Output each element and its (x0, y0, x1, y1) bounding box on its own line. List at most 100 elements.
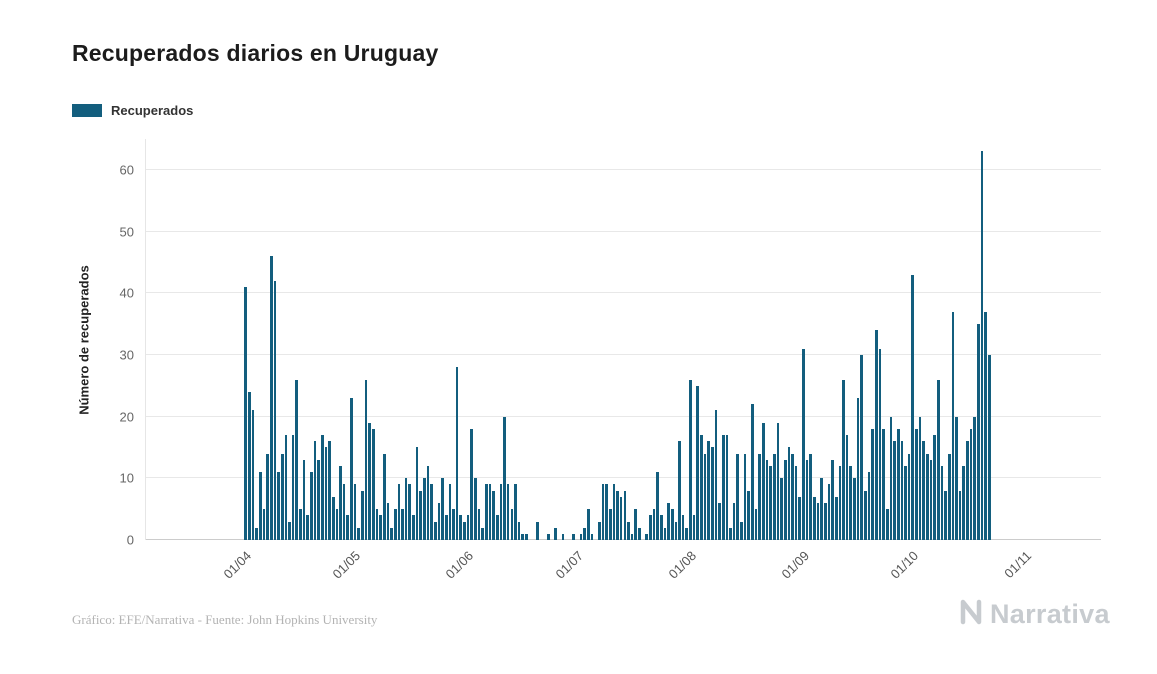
bar[interactable] (678, 441, 681, 540)
bar[interactable] (754, 509, 758, 540)
bar[interactable] (583, 527, 587, 540)
bar[interactable] (353, 484, 357, 540)
bar[interactable] (455, 367, 459, 540)
bar[interactable] (492, 490, 495, 540)
bar[interactable] (809, 453, 813, 540)
bar[interactable] (867, 472, 871, 540)
bar[interactable] (503, 416, 506, 540)
bar[interactable] (258, 472, 262, 540)
bar[interactable] (940, 465, 944, 540)
bar[interactable] (893, 441, 896, 540)
bar[interactable] (510, 509, 514, 540)
bar[interactable] (798, 496, 802, 540)
bar[interactable] (645, 533, 648, 540)
bar[interactable] (827, 484, 831, 540)
bar[interactable] (922, 441, 926, 540)
bar[interactable] (561, 533, 565, 540)
bar[interactable] (769, 465, 772, 540)
bar[interactable] (831, 459, 834, 540)
bar[interactable] (324, 447, 328, 540)
bar[interactable] (364, 379, 368, 540)
bar[interactable] (681, 515, 685, 540)
bar[interactable] (269, 256, 273, 540)
bar[interactable] (842, 379, 845, 540)
bar[interactable] (674, 521, 678, 540)
bar[interactable] (401, 509, 404, 540)
bar[interactable] (605, 484, 608, 540)
bar[interactable] (368, 422, 371, 540)
bar[interactable] (984, 311, 987, 540)
bar[interactable] (762, 422, 765, 540)
bar[interactable] (915, 428, 918, 540)
bar[interactable] (791, 453, 794, 540)
bar[interactable] (969, 428, 973, 540)
bar[interactable] (860, 354, 864, 540)
bar[interactable] (667, 503, 670, 540)
bar[interactable] (390, 527, 393, 540)
bar[interactable] (740, 521, 743, 540)
bar[interactable] (463, 521, 466, 540)
bar[interactable] (273, 280, 277, 540)
bar[interactable] (736, 453, 740, 540)
bar[interactable] (262, 509, 266, 540)
bar[interactable] (973, 416, 977, 540)
bar[interactable] (299, 509, 302, 540)
bar[interactable] (266, 453, 269, 540)
bar[interactable] (546, 533, 550, 540)
bar[interactable] (306, 515, 310, 540)
bar[interactable] (758, 453, 761, 540)
bar[interactable] (590, 533, 594, 540)
bar[interactable] (944, 490, 947, 540)
bar[interactable] (277, 472, 280, 540)
bar[interactable] (430, 484, 433, 540)
bar[interactable] (656, 472, 659, 540)
bar[interactable] (335, 509, 339, 540)
bar[interactable] (536, 521, 539, 540)
bar[interactable] (295, 379, 299, 540)
bar[interactable] (597, 521, 601, 540)
bar[interactable] (346, 515, 350, 540)
bar[interactable] (397, 484, 401, 540)
bar[interactable] (743, 453, 747, 540)
bar[interactable] (342, 484, 346, 540)
bar[interactable] (506, 484, 510, 540)
bar[interactable] (415, 447, 419, 540)
bar[interactable] (772, 453, 776, 540)
bar[interactable] (412, 515, 415, 540)
bar[interactable] (426, 465, 430, 540)
bar[interactable] (419, 490, 423, 540)
bar[interactable] (911, 274, 915, 540)
bar[interactable] (357, 527, 361, 540)
bar[interactable] (466, 515, 470, 540)
bar[interactable] (255, 527, 258, 540)
bar[interactable] (608, 509, 612, 540)
bar[interactable] (820, 478, 823, 540)
bar[interactable] (765, 459, 769, 540)
bar[interactable] (477, 509, 481, 540)
bar[interactable] (623, 490, 627, 540)
bar[interactable] (838, 465, 842, 540)
bar[interactable] (371, 428, 375, 540)
bar[interactable] (601, 484, 605, 540)
bar[interactable] (962, 465, 966, 540)
bar[interactable] (834, 496, 838, 540)
bar[interactable] (652, 509, 656, 540)
bar[interactable] (630, 533, 634, 540)
bar[interactable] (459, 515, 463, 540)
bar[interactable] (988, 354, 991, 540)
bar[interactable] (871, 428, 874, 540)
bar[interactable] (907, 453, 911, 540)
bar[interactable] (918, 416, 922, 540)
bar[interactable] (714, 410, 718, 540)
bar[interactable] (361, 490, 364, 540)
bar[interactable] (452, 509, 455, 540)
bar[interactable] (627, 521, 630, 540)
bar[interactable] (404, 478, 408, 540)
bar[interactable] (955, 416, 958, 540)
bar[interactable] (725, 435, 729, 540)
bar[interactable] (783, 459, 787, 540)
bar[interactable] (813, 496, 816, 540)
bar[interactable] (856, 398, 860, 540)
bar[interactable] (747, 490, 751, 540)
bar[interactable] (980, 151, 984, 540)
